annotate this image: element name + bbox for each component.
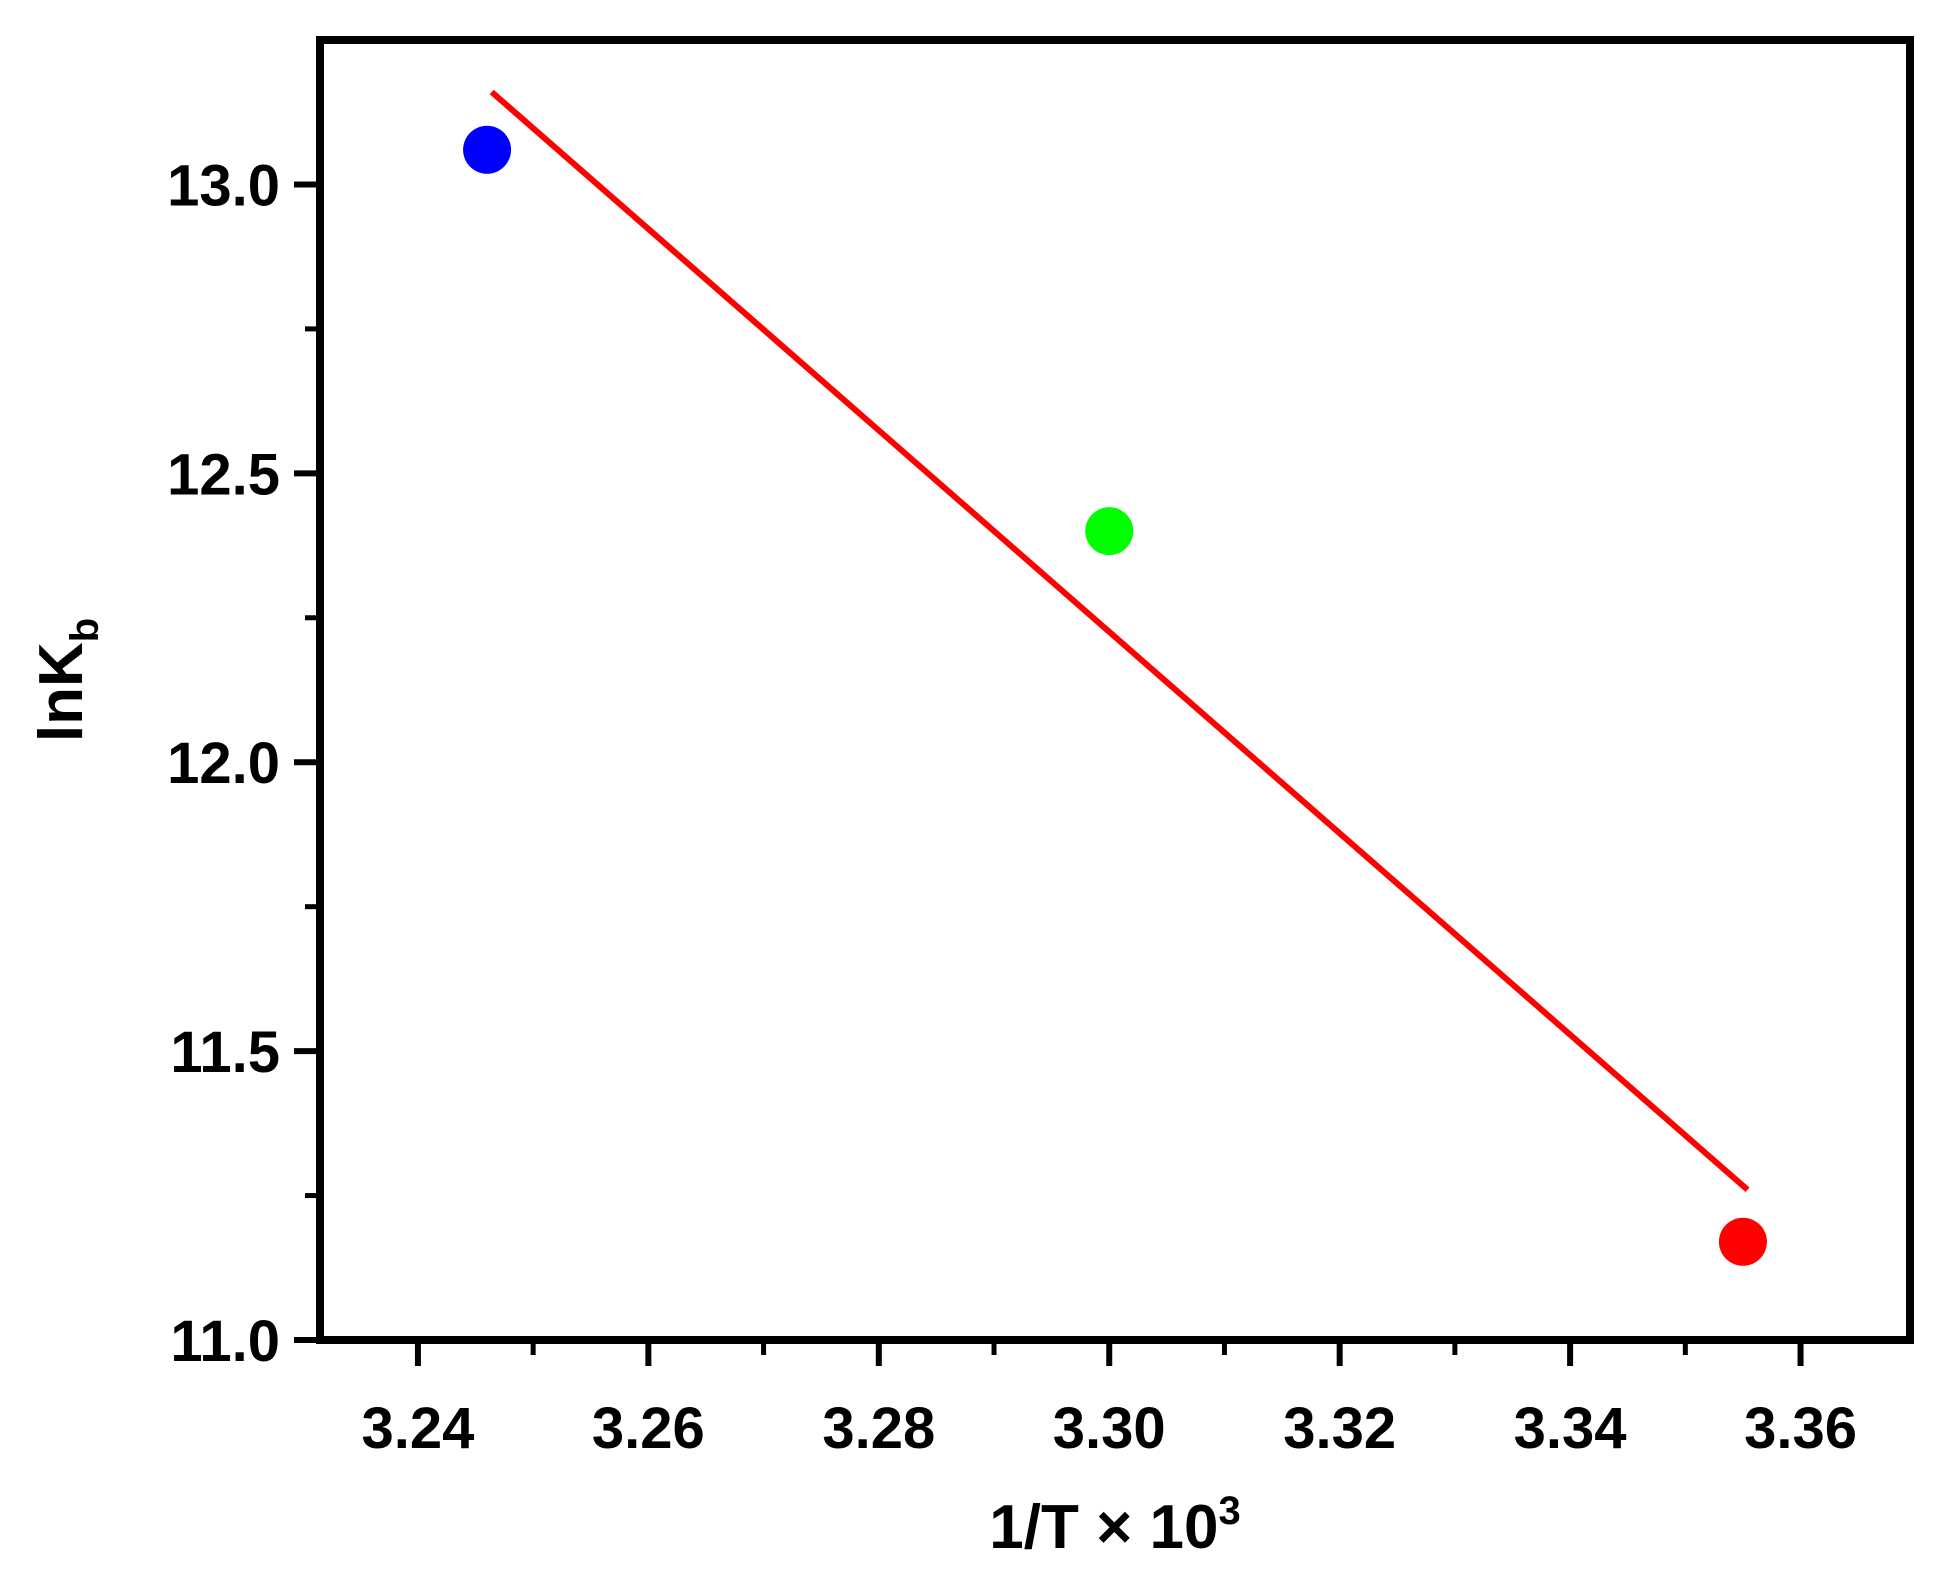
y-tick-label: 12.5 (167, 442, 280, 507)
series-layer (463, 89, 1767, 1266)
data-point (463, 125, 512, 174)
tick-labels-layer: 3.24 3.26 3.28 3.30 3.32 3.34 3.36 11.0 11.5 12.0… (167, 153, 1857, 1461)
ticks-layer (294, 181, 1804, 1366)
x-tick-label: 3.28 (822, 1396, 935, 1461)
x-axis-title: 1/T × 103 (989, 1489, 1240, 1562)
y-tick-label: 13.0 (167, 153, 280, 218)
x-tick-label: 3.36 (1744, 1396, 1857, 1461)
y-axis-title-text: lnK (27, 642, 96, 742)
x-tick-label: 3.34 (1514, 1396, 1627, 1461)
x-tick-label: 3.30 (1053, 1396, 1166, 1461)
y-tick-label: 11.0 (170, 1309, 280, 1374)
x-tick-label: 3.32 (1283, 1396, 1396, 1461)
x-axis-title-text: 1/T × 10 (989, 1493, 1218, 1562)
plot-frame (316, 36, 1914, 1344)
y-tick-label: 11.5 (170, 1020, 280, 1085)
data-point (1085, 507, 1134, 556)
y-tick-label: 12.0 (167, 731, 280, 796)
x-tick-label: 3.26 (592, 1396, 705, 1461)
y-axis-title: lnKb (27, 618, 107, 742)
x-axis-title-superscript: 3 (1218, 1489, 1240, 1533)
fit-line (489, 89, 1750, 1193)
x-tick-label: 3.24 (361, 1396, 474, 1461)
y-axis-title-subscript: b (63, 618, 107, 642)
data-point (1718, 1217, 1767, 1266)
